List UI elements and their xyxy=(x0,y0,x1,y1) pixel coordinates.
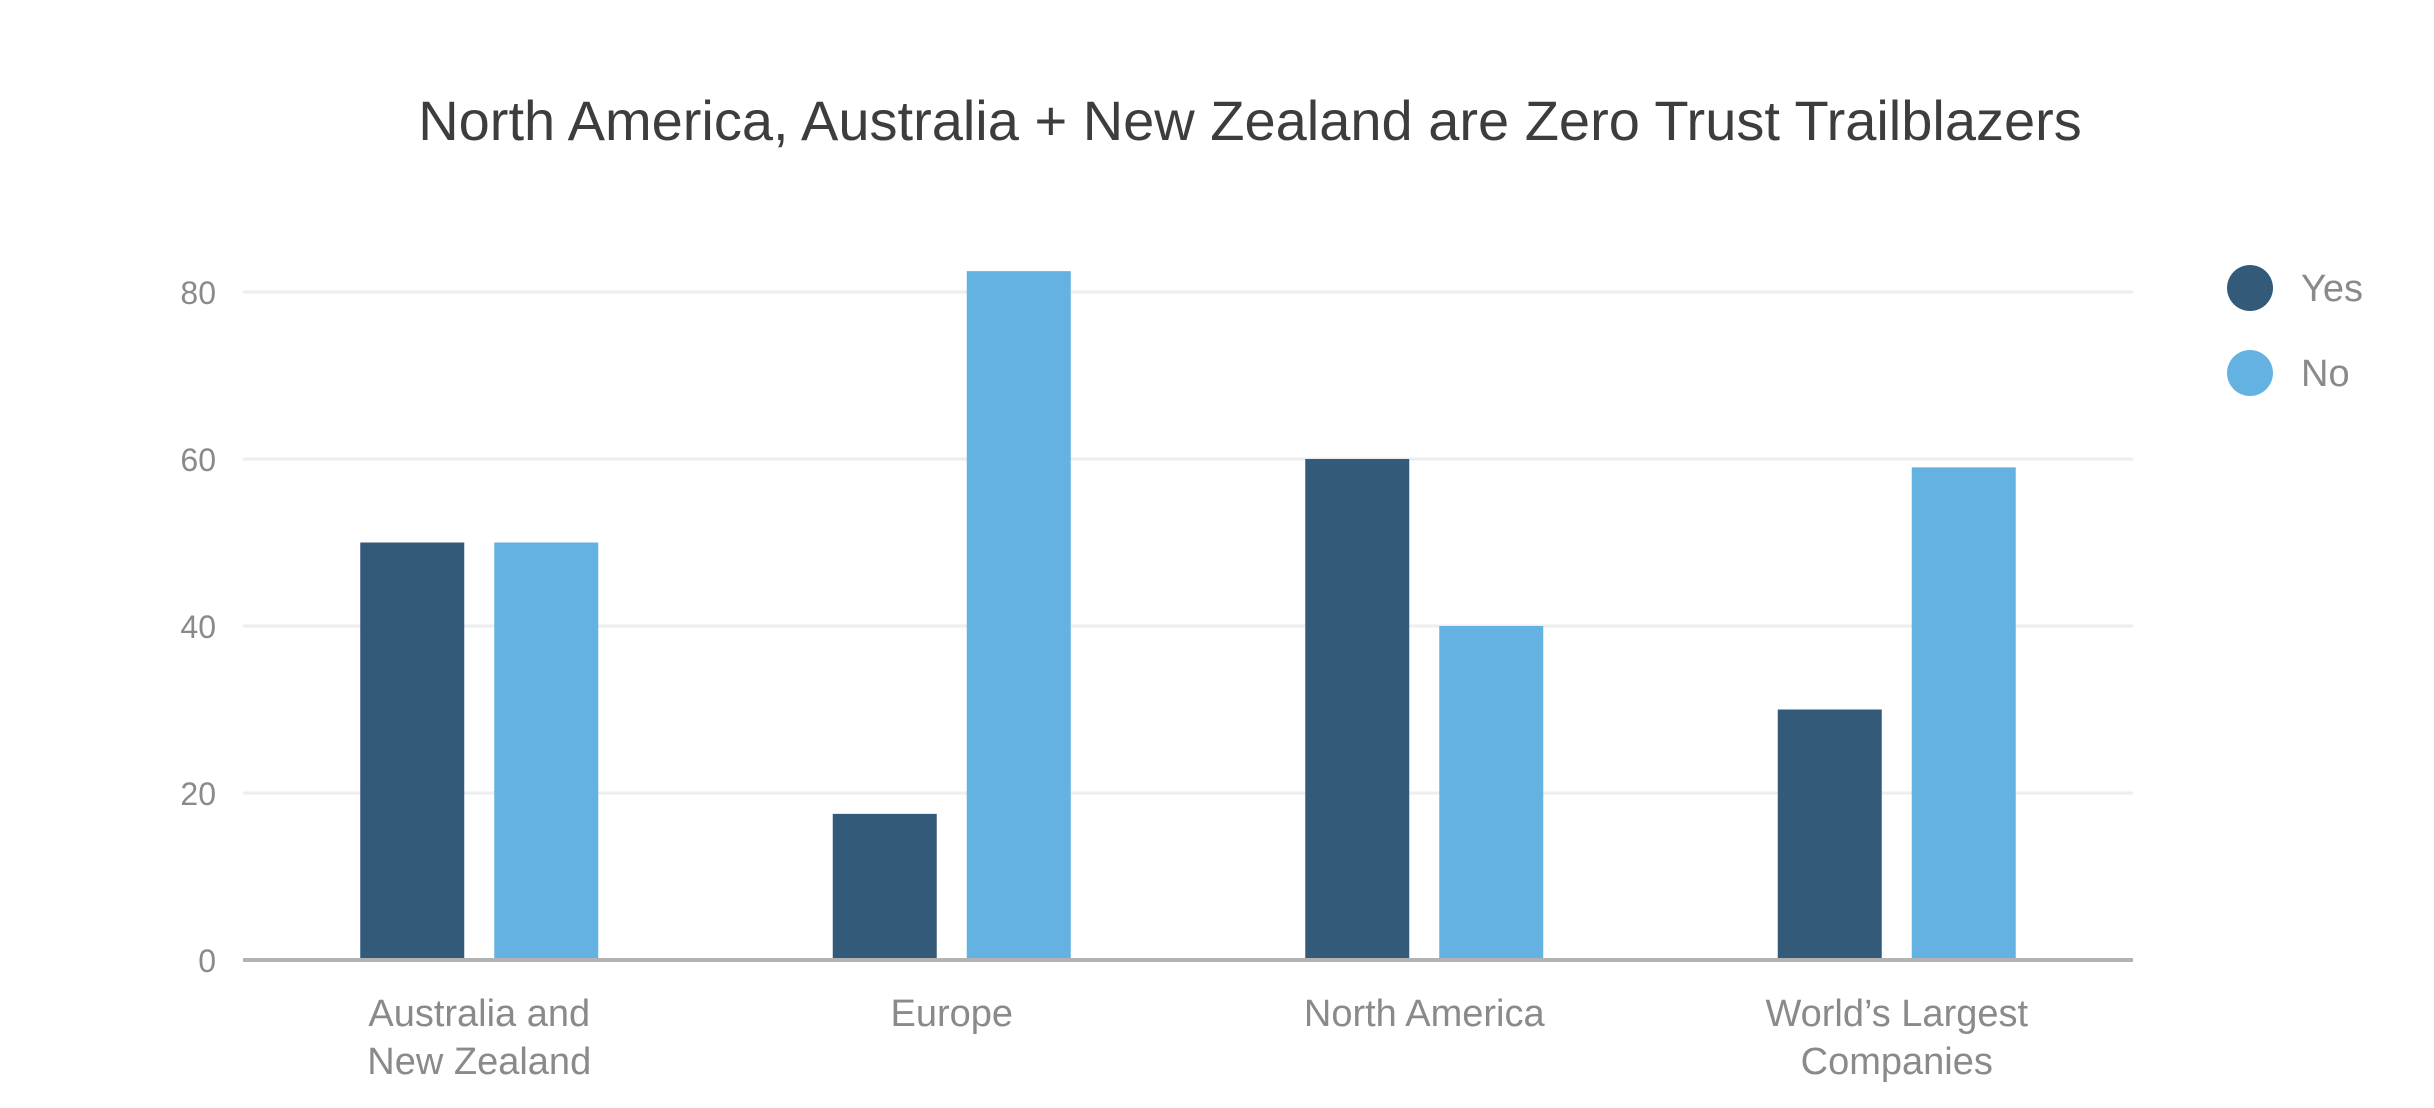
bar-yes xyxy=(1305,459,1410,960)
legend-label-yes: Yes xyxy=(2301,268,2363,310)
x-tick-label: Australia and xyxy=(368,993,590,1035)
bars xyxy=(360,271,2016,960)
chart-title: North America, Australia + New Zealand a… xyxy=(418,89,2082,152)
bar-no xyxy=(966,271,1071,960)
y-tick-label: 40 xyxy=(180,609,216,645)
bar-yes xyxy=(832,813,937,960)
y-tick-label: 0 xyxy=(198,943,216,979)
bar-no xyxy=(1439,626,1544,960)
x-tick-label: Companies xyxy=(1801,1041,1993,1083)
legend-marker-yes xyxy=(2227,265,2273,311)
legend-marker-no xyxy=(2227,350,2273,396)
x-tick-label: Europe xyxy=(890,993,1013,1035)
x-tick-label: World’s Largest xyxy=(1765,993,2028,1035)
labels: 0 20 40 60 80 Australia and New Zealand Europe N… xyxy=(180,275,2028,1083)
x-tick-label: North America xyxy=(1304,993,1546,1035)
bar-no xyxy=(494,542,599,960)
x-tick-label: New Zealand xyxy=(367,1041,591,1083)
y-tick-label: 20 xyxy=(180,776,216,812)
bar-yes xyxy=(360,542,465,960)
legend-label-no: No xyxy=(2301,353,2350,395)
bar-yes xyxy=(1777,709,1882,960)
bar-no xyxy=(1911,467,2016,960)
y-tick-label: 80 xyxy=(180,275,216,311)
y-tick-label: 60 xyxy=(180,442,216,478)
legend: Yes No xyxy=(2227,265,2363,396)
